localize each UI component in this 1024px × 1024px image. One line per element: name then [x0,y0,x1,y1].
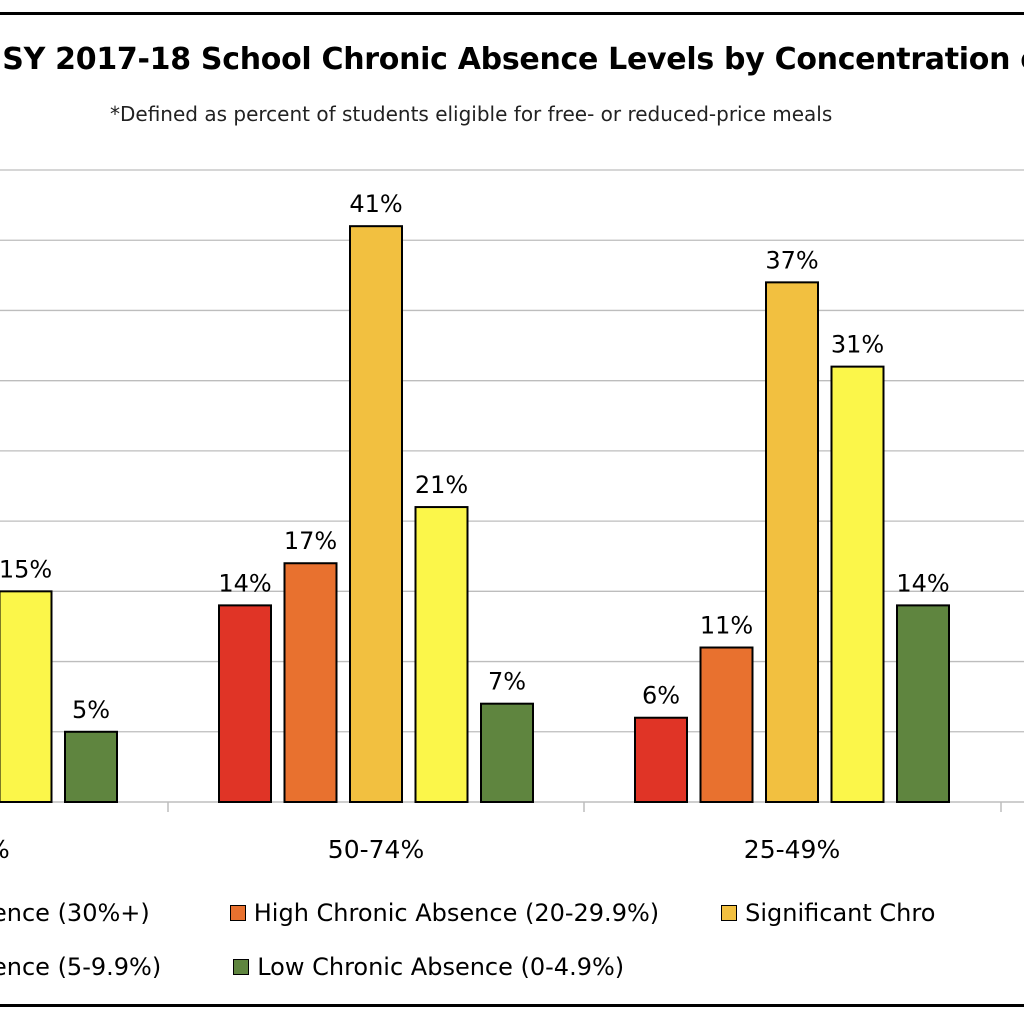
data-label: 41% [349,190,402,218]
bar [896,604,950,804]
legend-label-high: High Chronic Absence (20-29.9%) [253,899,660,927]
bar [349,225,403,803]
data-label: 7% [488,668,526,696]
bar [830,365,885,803]
chart-subtitle: *Defined as percent of students eligible… [110,102,833,126]
legend-label-very-high: ence (30%+) [0,899,150,927]
chart-title: - SY 2017-18 School Chronic Absence Leve… [0,42,1024,77]
data-label: 15% [0,555,52,583]
data-label: 14% [218,569,271,597]
bar [218,604,272,804]
data-label: 5% [72,696,110,724]
data-label: 21% [415,471,468,499]
legend-swatch-significant [721,905,738,921]
bar [64,730,118,803]
bar [765,281,819,804]
top-border [0,12,1024,15]
legend-row-1: ence (30%+) High Chronic Absence (20-29.… [0,899,935,927]
data-label: 11% [700,612,753,640]
bar [0,590,53,803]
legend-swatch-low [233,959,250,975]
data-label: 6% [642,682,680,710]
legend-swatch-high [229,905,246,921]
legend-label-significant: Significant Chro [745,899,936,927]
bar [634,716,688,804]
bar [414,506,469,803]
bottom-border [0,1004,1024,1007]
data-label: 37% [765,246,818,274]
legend-label-moderate: ence (5-9.9%) [0,953,162,981]
legend-label-low: Low Chronic Absence (0-4.9%) [257,953,625,981]
x-tick-label: 25-49% [744,835,840,864]
data-label: 17% [284,527,337,555]
bar [283,562,338,803]
x-tick-label: % [0,835,10,864]
data-label: 31% [831,331,884,359]
data-label: 14% [896,569,949,597]
bar [699,646,754,803]
x-tick-label: 50-74% [328,835,424,864]
legend-row-2: ence (5-9.9%) Low Chronic Absence (0-4.9… [0,953,624,981]
bar [480,702,534,804]
